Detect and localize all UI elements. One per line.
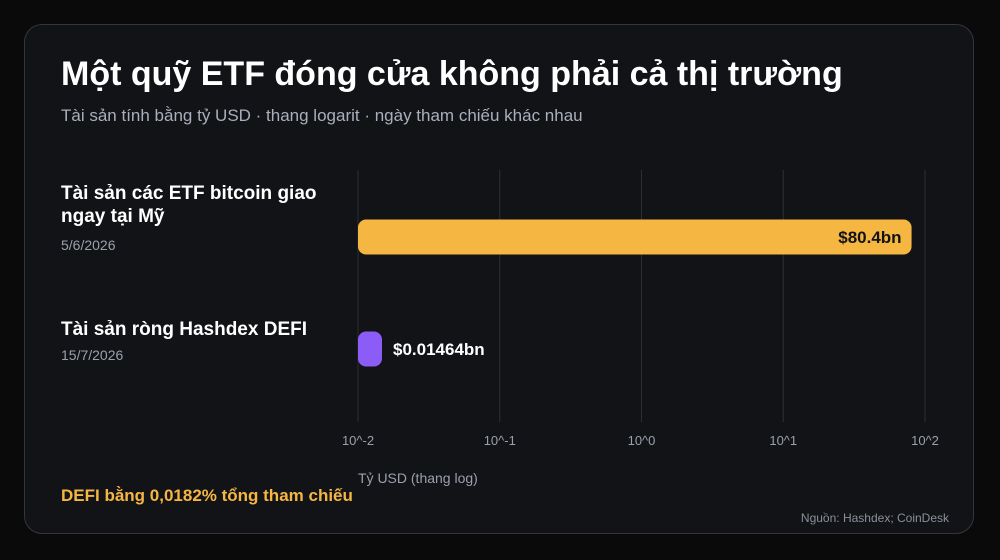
data-label-0: $80.4bn (838, 228, 901, 247)
bar-0 (358, 219, 912, 255)
x-axis-label: Tỷ USD (thang log) (358, 470, 478, 486)
bar-1 (358, 331, 382, 367)
footnote: DEFI bằng 0,0182% tổng tham chiếu (61, 486, 353, 505)
chart-card: Một quỹ ETF đóng cửa không phải cả thị t… (24, 24, 974, 534)
chart-subtitle: Tài sản tính bằng tỷ USD · thang logarit… (61, 106, 583, 125)
category-date-spot-etf: 5/6/2026 (61, 237, 116, 253)
x-tick-label-1: 10^-1 (484, 433, 516, 448)
x-tick-label-2: 10^0 (628, 433, 656, 448)
x-tick-label-4: 10^2 (911, 433, 939, 448)
data-label-1: $0.01464bn (393, 340, 485, 359)
x-tick-label-3: 10^1 (769, 433, 797, 448)
bar-chart-plot: 10^-2 10^-1 10^0 10^1 10^2 $80.4bn $0.01464bn T… (342, 170, 939, 486)
category-label-spot-etf: Tài sản các ETF bitcoin giao ngay tại Mỹ (61, 183, 317, 227)
category-label-defi: Tài sản ròng Hashdex DEFI (61, 319, 307, 340)
source-note: Nguồn: Hashdex; CoinDesk (800, 511, 949, 525)
category-date-defi: 15/7/2026 (61, 347, 124, 363)
chart-title: Một quỹ ETF đóng cửa không phải cả thị t… (61, 55, 843, 93)
x-tick-label-0: 10^-2 (342, 433, 374, 448)
